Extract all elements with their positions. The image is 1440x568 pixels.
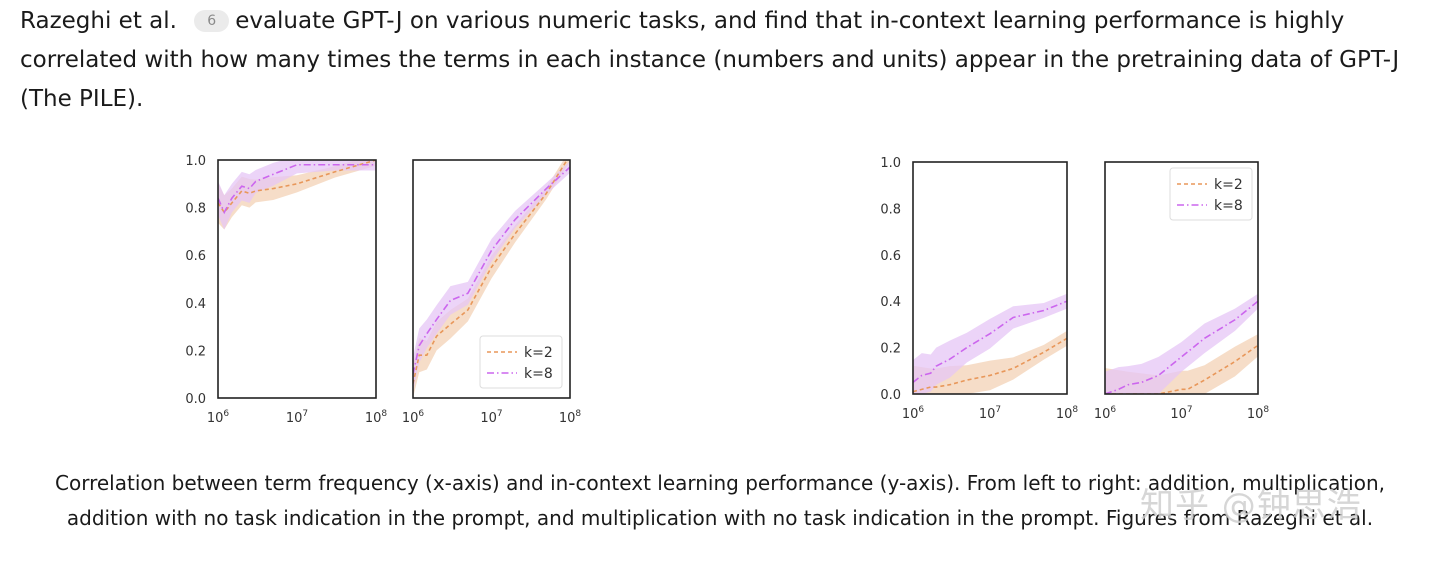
chart-band-k8 bbox=[413, 161, 570, 392]
y-tick-label: 0.2 bbox=[185, 344, 206, 359]
y-tick-label: 0.8 bbox=[880, 202, 901, 217]
paragraph-lead: Razeghi et al. bbox=[20, 8, 185, 34]
x-tick-label: 108 bbox=[365, 409, 388, 426]
chart-frame bbox=[912, 161, 1068, 395]
x-tick-label: 106 bbox=[207, 409, 230, 426]
legend-label-k8: k=8 bbox=[1214, 198, 1243, 214]
x-tick-label: 106 bbox=[1094, 405, 1117, 422]
y-tick-label: 0.4 bbox=[185, 297, 206, 312]
chart-band-k8 bbox=[913, 293, 1067, 394]
chart-band-k8 bbox=[218, 160, 376, 230]
x-tick-label: 106 bbox=[402, 409, 425, 426]
legend-label-k2: k=2 bbox=[1214, 177, 1243, 193]
x-tick-label: 107 bbox=[1170, 405, 1192, 422]
x-tick-label: 107 bbox=[480, 409, 502, 426]
paragraph-text: evaluate GPT-J on various numeric tasks,… bbox=[20, 8, 1400, 112]
chart-frame bbox=[412, 159, 571, 399]
figure-caption-line2: addition with no task indication in the … bbox=[66, 506, 1374, 530]
legend-label-k8: k=8 bbox=[524, 366, 553, 382]
y-tick-label: 0.6 bbox=[880, 249, 901, 264]
legend-box bbox=[479, 335, 563, 389]
y-tick-label: 0.8 bbox=[185, 202, 206, 217]
x-tick-label: 108 bbox=[1056, 405, 1079, 422]
chart-series-k2 bbox=[1105, 344, 1258, 394]
y-tick-label: 0.0 bbox=[880, 388, 901, 403]
citation-badge[interactable]: 6 bbox=[194, 10, 230, 32]
figure-caption-line1: Correlation between term frequency (x-ax… bbox=[55, 471, 1385, 495]
chart-series-k2 bbox=[413, 160, 568, 384]
chart-frame bbox=[217, 159, 377, 399]
chart-series-k8 bbox=[913, 300, 1067, 384]
body-paragraph: Razeghi et al. 6 evaluate GPT-J on variou… bbox=[20, 2, 1420, 119]
chart-band-k2 bbox=[913, 330, 1067, 394]
x-tick-label: 108 bbox=[1247, 405, 1270, 422]
chart-band-k2 bbox=[413, 160, 570, 398]
y-tick-label: 1.0 bbox=[880, 156, 901, 171]
y-tick-label: 1.0 bbox=[185, 154, 206, 169]
chart-series-k8 bbox=[1105, 300, 1258, 394]
chart-series-k2 bbox=[218, 160, 376, 214]
y-tick-label: 0.0 bbox=[185, 392, 206, 407]
chart-band-k8 bbox=[1105, 293, 1258, 394]
chart-series-k8 bbox=[413, 166, 570, 375]
x-tick-label: 108 bbox=[559, 409, 582, 426]
chart-series-k2 bbox=[913, 337, 1067, 393]
x-tick-label: 106 bbox=[902, 405, 925, 422]
legend-box bbox=[1169, 167, 1253, 221]
x-tick-label: 107 bbox=[286, 409, 308, 426]
legend-label-k2: k=2 bbox=[524, 345, 553, 361]
y-tick-label: 0.2 bbox=[880, 342, 901, 357]
y-tick-label: 0.4 bbox=[880, 295, 901, 310]
chart-frame bbox=[1104, 161, 1259, 395]
x-tick-label: 107 bbox=[979, 405, 1001, 422]
chart-series-k8 bbox=[218, 163, 376, 215]
y-tick-label: 0.6 bbox=[185, 249, 206, 264]
